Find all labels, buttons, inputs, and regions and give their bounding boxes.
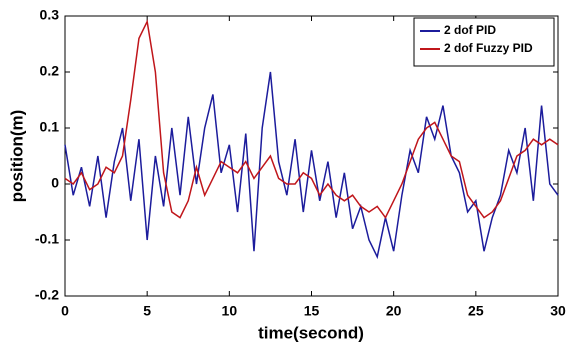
- series-line: [64, 19, 559, 220]
- y-tick-label: 0.2: [40, 63, 60, 79]
- x-tick-label: 20: [386, 303, 402, 319]
- legend-label: 2 dof PID: [444, 23, 496, 37]
- x-tick-label: 0: [61, 303, 69, 319]
- x-axis-label: time(second): [258, 323, 364, 342]
- y-tick-label: -0.2: [35, 287, 59, 303]
- y-axis-label: position(m): [7, 110, 26, 203]
- y-tick-label: 0.1: [40, 119, 60, 135]
- x-tick-label: 15: [304, 303, 320, 319]
- legend-label: 2 dof Fuzzy PID: [444, 41, 533, 55]
- y-tick-label: 0.3: [40, 7, 60, 23]
- series-line: [64, 71, 559, 260]
- y-tick-label: 0: [51, 175, 59, 191]
- x-tick-label: 30: [550, 303, 566, 319]
- legend-box: [413, 17, 555, 67]
- x-tick-label: 5: [143, 303, 151, 319]
- y-tick-label: -0.1: [35, 231, 59, 247]
- x-tick-label: 25: [468, 303, 484, 319]
- x-tick-label: 10: [222, 303, 238, 319]
